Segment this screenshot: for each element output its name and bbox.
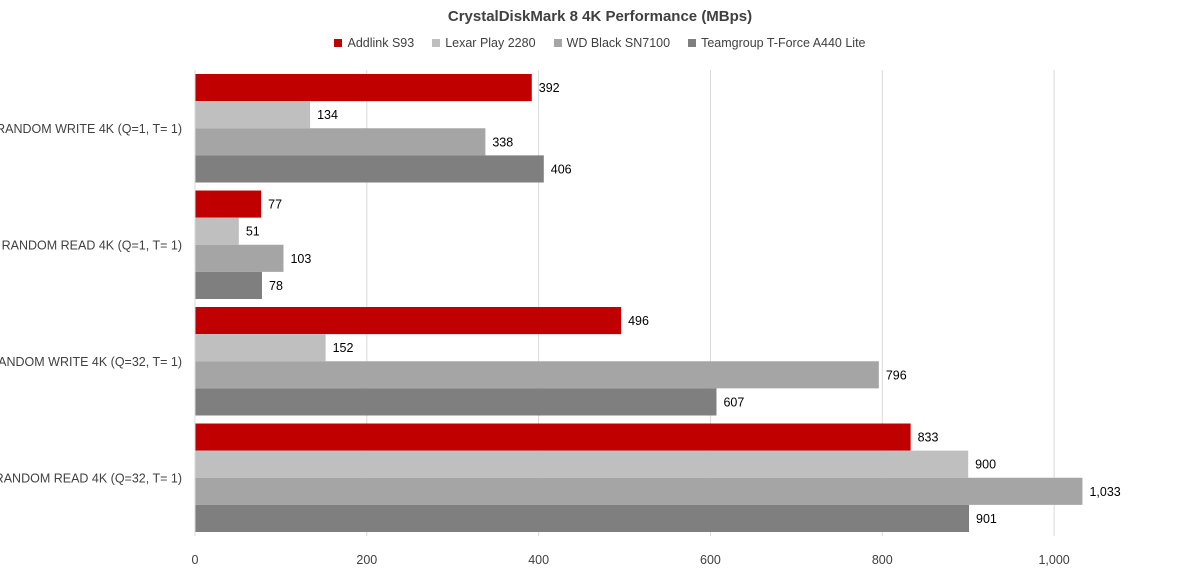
x-tick-label: 800 — [872, 553, 893, 567]
bar — [195, 128, 486, 156]
bar — [195, 101, 311, 129]
legend-item-1: Lexar Play 2280 — [432, 36, 536, 50]
legend-swatch — [553, 39, 562, 47]
legend-swatch — [334, 39, 343, 47]
data-label: 392 — [539, 81, 560, 95]
data-label: 607 — [723, 395, 744, 409]
bar — [195, 217, 239, 245]
bar — [195, 271, 263, 299]
data-label: 833 — [918, 431, 939, 445]
x-tick-label: 1,000 — [1038, 553, 1069, 567]
category-label: RANDOM WRITE 4K (Q=1, T= 1) — [0, 122, 182, 136]
data-label: 338 — [492, 135, 513, 149]
bar — [195, 423, 911, 451]
category-label: RANDOM READ 4K (Q=32, T= 1) — [0, 471, 182, 485]
data-label: 406 — [551, 162, 572, 176]
data-label: 78 — [269, 279, 283, 293]
data-label: 901 — [976, 512, 997, 526]
bar — [195, 361, 879, 389]
data-label: 51 — [246, 225, 260, 239]
x-tick-label: 200 — [356, 553, 377, 567]
data-label: 77 — [268, 198, 282, 212]
legend: Addlink S93 Lexar Play 2280 WD Black SN710… — [0, 36, 1200, 50]
x-tick-label: 600 — [700, 553, 721, 567]
bar — [195, 155, 544, 183]
bar — [195, 307, 622, 335]
chart-title: CrystalDiskMark 8 4K Performance (MBps) — [447, 8, 753, 25]
legend-item-0: Addlink S93 — [334, 36, 414, 50]
category-label: RANDOM READ 4K (Q=1, T= 1) — [2, 238, 182, 252]
bar — [195, 244, 284, 272]
legend-swatch — [688, 39, 697, 47]
bar — [195, 450, 969, 478]
data-label: 496 — [628, 314, 649, 328]
data-label: 134 — [317, 108, 338, 122]
data-label: 1,033 — [1089, 485, 1120, 499]
legend-label: Addlink S93 — [347, 36, 415, 50]
bar — [195, 388, 717, 416]
data-label: 103 — [290, 252, 311, 266]
data-label: 900 — [975, 458, 996, 472]
bar — [195, 74, 532, 102]
legend-label: WD Black SN7100 — [566, 36, 671, 50]
x-tick-label: 0 — [192, 553, 199, 567]
legend-label: Teamgroup T-Force A440 Lite — [701, 36, 866, 50]
x-tick-label: 400 — [528, 553, 549, 567]
bar — [195, 334, 326, 362]
data-label: 796 — [886, 368, 907, 382]
bar — [195, 190, 262, 218]
data-label: 152 — [333, 341, 354, 355]
legend-item-2: WD Black SN7100 — [553, 36, 671, 50]
legend-swatch — [432, 39, 441, 47]
category-label: RANDOM WRITE 4K (Q=32, T= 1) — [0, 355, 182, 369]
bar — [195, 477, 1083, 505]
legend-item-3: Teamgroup T-Force A440 Lite — [688, 36, 866, 50]
legend-label: Lexar Play 2280 — [445, 36, 536, 50]
bar — [195, 504, 970, 532]
